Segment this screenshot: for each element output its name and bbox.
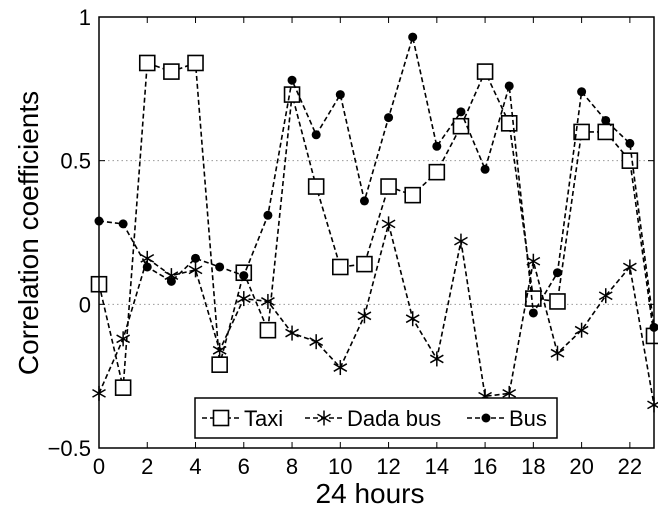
data-point (215, 262, 225, 272)
data-point (114, 379, 132, 396)
legend-marker (317, 410, 331, 426)
data-point (432, 141, 442, 151)
data-point (333, 360, 348, 376)
data-point (601, 115, 611, 125)
data-point (621, 152, 639, 169)
data-point (142, 262, 152, 272)
data-point (456, 107, 466, 117)
data-point (405, 311, 420, 327)
legend-marker (212, 409, 230, 427)
x-axis-label: 24 hours (316, 478, 425, 509)
data-point (335, 90, 345, 100)
data-point (138, 54, 156, 72)
data-point (573, 123, 590, 141)
x-axis-ticks: 0 2 4 6 8 10 12 14 16 18 20 22 (93, 17, 642, 479)
data-point (309, 334, 324, 350)
legend-box (194, 397, 558, 439)
data-point (550, 345, 565, 361)
data-point (381, 216, 396, 232)
data-point (504, 81, 514, 91)
data-point (384, 113, 394, 123)
data-point (332, 258, 349, 276)
data-point (211, 356, 228, 373)
data-point (574, 322, 589, 338)
data-point (598, 288, 613, 304)
data-point (263, 210, 273, 220)
x-tick-label: 22 (618, 454, 642, 479)
x-tick-label: 0 (93, 454, 105, 479)
data-point (118, 219, 128, 229)
data-point (212, 342, 227, 358)
x-tick-label: 16 (473, 454, 497, 479)
y-tick-label: 0.5 (60, 149, 91, 174)
data-point (261, 293, 275, 309)
series-line (98, 33, 655, 328)
x-tick-label: 2 (141, 454, 153, 479)
x-tick-label: 6 (238, 454, 250, 479)
data-point (166, 276, 176, 286)
data-point (552, 268, 562, 278)
data-point (307, 178, 325, 195)
data-point (285, 325, 299, 341)
data-point (500, 115, 518, 132)
legend-marker (481, 413, 491, 423)
data-point (188, 262, 203, 278)
data-point (259, 321, 277, 339)
data-point (577, 87, 587, 97)
x-tick-label: 14 (425, 454, 449, 479)
plot-frame (98, 16, 655, 449)
data-point (408, 32, 418, 42)
x-tick-label: 18 (521, 454, 545, 479)
data-point (116, 331, 131, 347)
data-point (187, 54, 204, 72)
x-tick-label: 10 (328, 454, 352, 479)
x-tick-label: 20 (569, 454, 593, 479)
data-point (549, 293, 566, 310)
data-point (476, 63, 494, 80)
x-tick-label: 12 (376, 454, 400, 479)
series-line (98, 220, 655, 406)
data-point (239, 271, 249, 281)
data-point (429, 351, 444, 367)
data-point (380, 178, 397, 195)
data-point (283, 86, 301, 103)
plot-background (99, 17, 654, 448)
y-axis-label: Correlation coefficients (13, 91, 44, 375)
legend-label: Bus (509, 406, 547, 431)
data-point (428, 163, 446, 181)
data-point (528, 308, 538, 318)
y-tick-label: 0 (79, 292, 91, 317)
x-tick-label: 8 (286, 454, 298, 479)
data-point (359, 196, 369, 206)
data-point (622, 259, 637, 275)
data-point (236, 291, 251, 307)
legend-item: Bus (467, 406, 547, 431)
legend-label: Dada bus (347, 406, 441, 431)
data-point (356, 255, 373, 273)
data-point (454, 233, 468, 249)
x-tick-label: 4 (189, 454, 201, 479)
data-point (404, 186, 421, 204)
data-point (526, 253, 541, 269)
legend-label: Taxi (244, 406, 283, 431)
legend: Taxi Dada bus Bus (194, 397, 558, 439)
data-point (597, 123, 615, 141)
y-tick-label: 1 (79, 5, 91, 30)
legend-item: Dada bus (305, 406, 441, 431)
data-point (191, 253, 201, 263)
data-point (357, 308, 372, 324)
series-layer (90, 32, 658, 413)
legend-item: Taxi (202, 406, 283, 431)
data-point (287, 75, 297, 85)
data-point (311, 130, 321, 140)
y-tick-label: −0.5 (48, 436, 91, 461)
y-axis-ticks: −0.5 0 0.5 1 (48, 5, 654, 461)
data-point (625, 138, 635, 148)
data-point (163, 63, 180, 80)
data-point (480, 164, 490, 174)
